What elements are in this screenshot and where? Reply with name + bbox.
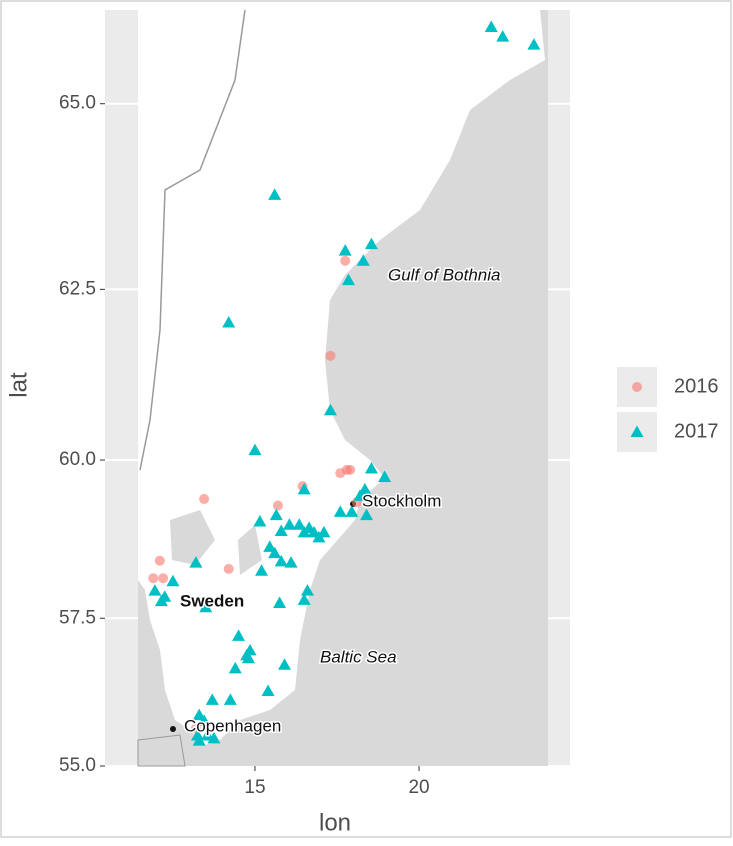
point — [297, 525, 311, 538]
point — [345, 464, 356, 475]
annotation: Copenhagen — [184, 716, 281, 735]
y-axis-title: lat — [5, 372, 32, 398]
annotation: Gulf of Bothnia — [388, 265, 500, 284]
point — [360, 508, 374, 521]
city-dot — [170, 726, 176, 732]
point — [223, 563, 234, 574]
point — [297, 482, 311, 495]
legend-label: 2017 — [674, 420, 719, 442]
point — [323, 403, 337, 416]
point — [158, 573, 169, 584]
point — [232, 629, 246, 641]
point — [205, 693, 219, 705]
point — [284, 556, 298, 568]
point — [222, 315, 236, 328]
lakes — [170, 510, 262, 575]
y-tick-label: 57.5 — [59, 607, 96, 628]
point — [154, 594, 168, 607]
point — [255, 564, 269, 576]
point — [333, 505, 347, 517]
point — [274, 524, 288, 537]
point — [154, 555, 165, 566]
point — [496, 30, 510, 42]
point — [223, 693, 237, 705]
point — [300, 584, 314, 596]
point — [148, 573, 159, 584]
point — [192, 708, 206, 721]
denmark — [137, 734, 186, 767]
point — [200, 728, 214, 741]
y-tick-label: 60.0 — [59, 449, 96, 470]
point — [273, 596, 287, 608]
point — [268, 188, 282, 200]
point — [228, 661, 242, 674]
point — [378, 470, 392, 483]
point — [199, 600, 213, 613]
x-tick-label: 15 — [244, 777, 265, 798]
point — [253, 515, 267, 527]
legend-label: 2016 — [674, 375, 719, 397]
point — [278, 658, 292, 670]
point — [240, 648, 254, 661]
point — [207, 731, 221, 744]
point — [189, 556, 203, 568]
point — [199, 494, 210, 505]
point — [364, 462, 378, 474]
point — [192, 734, 206, 746]
border — [139, 9, 246, 471]
point — [297, 593, 311, 605]
y-tick-label: 55.0 — [59, 755, 96, 776]
x-axis-title: lon — [319, 809, 351, 836]
annotation: Baltic Sea — [320, 647, 397, 666]
points — [148, 20, 541, 746]
point — [197, 714, 211, 726]
point — [261, 684, 275, 696]
point — [269, 508, 283, 521]
point — [345, 505, 359, 517]
point — [484, 20, 498, 32]
point — [338, 244, 352, 256]
annotation: Stockholm — [362, 491, 441, 510]
point — [325, 350, 336, 361]
point — [340, 255, 351, 266]
point — [272, 500, 283, 511]
y-tick-label: 65.0 — [59, 93, 96, 114]
point — [263, 540, 277, 552]
legend-marker — [632, 382, 642, 392]
annotation: Sweden — [180, 591, 244, 610]
point — [527, 38, 541, 50]
legend-marker — [630, 425, 644, 437]
point — [282, 518, 296, 530]
point — [292, 518, 306, 530]
point — [341, 273, 355, 286]
point — [268, 546, 282, 559]
x-tick-label: 20 — [408, 777, 429, 798]
point — [356, 254, 370, 266]
point — [364, 237, 378, 250]
point — [317, 525, 331, 538]
point — [248, 443, 262, 456]
y-tick-label: 62.5 — [59, 278, 96, 299]
point — [148, 584, 162, 596]
map — [137, 9, 548, 767]
legend: 2016 2017 — [617, 367, 719, 452]
point — [353, 489, 367, 501]
point — [166, 574, 180, 587]
point — [274, 554, 288, 567]
point — [358, 482, 372, 495]
